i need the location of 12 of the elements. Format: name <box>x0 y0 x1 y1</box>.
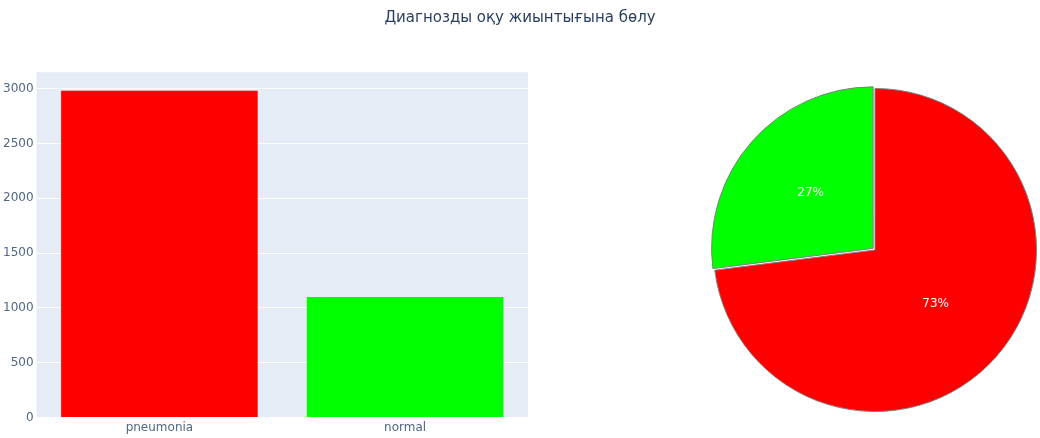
data-label: 27% <box>797 185 825 200</box>
y-tick-label: 1500 <box>2 245 34 260</box>
chart-title: Диагнозды оқу жиынтығына бөлу <box>383 8 657 26</box>
data-label: 73% <box>922 295 949 310</box>
y-tick-label: 2500 <box>2 135 34 150</box>
x-tick-label: normal <box>384 419 427 434</box>
y-tick-label: 1000 <box>2 300 34 315</box>
y-tick-label: 0 <box>25 409 34 424</box>
y-tick-label: 3000 <box>2 80 34 95</box>
x-tick-label: pneumonia <box>125 419 194 434</box>
y-tick-label: 2000 <box>2 190 34 205</box>
y-tick-label: 500 <box>10 354 34 369</box>
